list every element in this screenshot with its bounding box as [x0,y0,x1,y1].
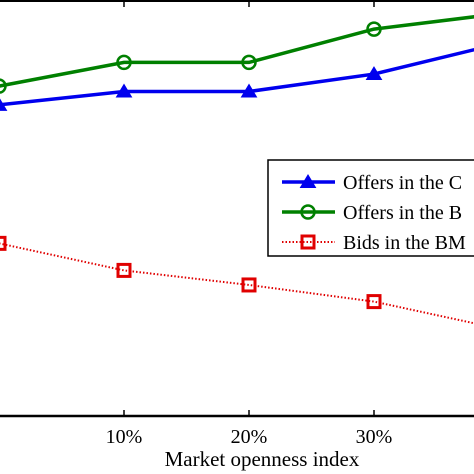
x-tick-label: 30% [356,426,393,448]
series-triangle [0,47,474,111]
circle-marker [300,204,316,220]
legend-item: Offers in the C [282,172,462,194]
x-tick-label: 20% [231,426,268,448]
circle-marker [241,54,257,71]
legend-label: Offers in the B [343,202,462,224]
triangle-marker [0,98,8,111]
triangle-marker [240,83,258,98]
legend-item: Bids in the BM [282,232,466,254]
series-line [0,47,474,107]
circle-marker [0,78,7,94]
series-circle [0,15,474,94]
series-line [0,242,474,325]
circle-marker [116,54,132,71]
triangle-marker [115,83,133,98]
legend: Offers in the C Offers in the B Bids in th… [267,159,474,257]
triangle-marker [299,174,317,188]
square-marker [366,294,382,310]
legend-item: Offers in the B [282,202,462,224]
square-marker [300,234,316,250]
series-line [0,15,474,88]
series-square [0,235,474,325]
square-marker [116,262,132,278]
square-marker [0,235,7,251]
circle-marker [366,21,382,37]
legend-label: Bids in the BM [343,232,466,254]
x-axis-label: Market openness index [165,447,360,471]
triangle-marker [365,66,383,81]
square-marker [241,277,257,293]
legend-label: Offers in the C [343,172,462,194]
x-tick-label: 10% [106,426,143,448]
